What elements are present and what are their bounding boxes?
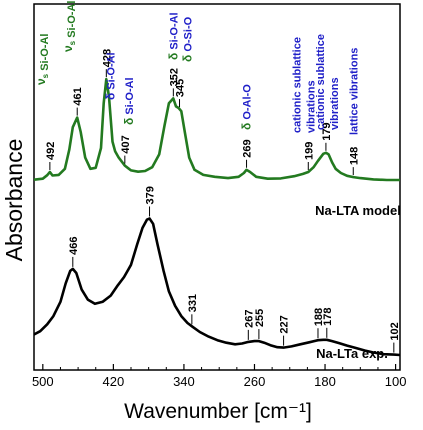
x-tick-label: 260: [244, 374, 266, 389]
x-tick-label: 500: [32, 374, 54, 389]
vibration-label: vibrations: [305, 80, 317, 133]
peak-label: 492: [45, 142, 57, 160]
peak-label: 352: [168, 68, 180, 86]
peak-label: 345: [175, 79, 187, 97]
plot-frame: [33, 3, 401, 371]
x-axis: 500 420 340 260 180 100: [32, 364, 406, 389]
x-axis-title: Wavenumber [cm⁻¹]: [124, 400, 312, 423]
peak-label: 461: [72, 87, 84, 105]
vibration-label: δ Si-O-Al: [166, 12, 180, 60]
peak-label: 379: [145, 186, 157, 204]
vibration-label: νs Si-O-Al: [61, 1, 78, 52]
peak-label: 148: [348, 147, 360, 165]
vibration-label: δ Si-O-Al: [122, 77, 136, 125]
peak-label: 227: [279, 315, 291, 333]
series-line-model: [33, 77, 400, 182]
series-label-model: Na-LTA model: [315, 203, 401, 218]
series-label-exp: Na-LTa exp.: [316, 346, 388, 361]
vibration-label: cationic sublattice: [291, 37, 303, 133]
peak-label: 178: [322, 307, 334, 325]
peak-label: 255: [254, 309, 266, 327]
peak-label: 407: [120, 135, 132, 153]
x-tick-label: 180: [314, 374, 336, 389]
vibration-label: δ O-Si-O: [181, 16, 195, 62]
vibration-label: νs Si-O-Al: [34, 34, 51, 85]
y-axis-title: Absorbance: [1, 139, 27, 262]
series-layer: [33, 77, 401, 357]
vibration-label: δ Si-O-Al: [103, 52, 117, 100]
vibration-label: lattice vibrations: [348, 48, 360, 135]
peak-label: 199: [303, 142, 315, 160]
peak-label: 331: [187, 294, 199, 312]
x-tick-label: 100: [385, 374, 407, 389]
vibration-label: vibrations: [329, 77, 341, 130]
vibration-label: cationic sublattice: [315, 34, 327, 130]
peak-label: 269: [242, 139, 254, 157]
peak-label: 466: [68, 237, 80, 255]
series-line-exp: [33, 217, 401, 357]
peak-label: 102: [389, 322, 401, 340]
peak-label: 179: [321, 122, 333, 140]
vibration-label: δ O-Al-O: [240, 84, 254, 130]
peak-label: 267: [243, 310, 255, 328]
x-tick-label: 420: [103, 374, 125, 389]
x-tick-label: 340: [173, 374, 195, 389]
peak-label: 428: [101, 49, 113, 67]
peak-label: 188: [313, 308, 325, 326]
